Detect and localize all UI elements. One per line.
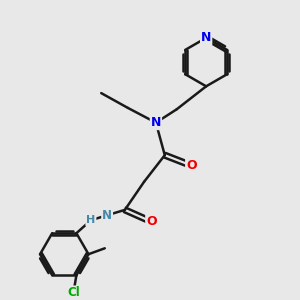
- Text: O: O: [146, 215, 157, 228]
- Text: O: O: [186, 159, 197, 172]
- Text: N: N: [201, 31, 211, 44]
- Text: Cl: Cl: [67, 286, 80, 299]
- Text: N: N: [151, 116, 161, 129]
- Text: H: H: [86, 215, 95, 225]
- Text: N: N: [102, 209, 112, 222]
